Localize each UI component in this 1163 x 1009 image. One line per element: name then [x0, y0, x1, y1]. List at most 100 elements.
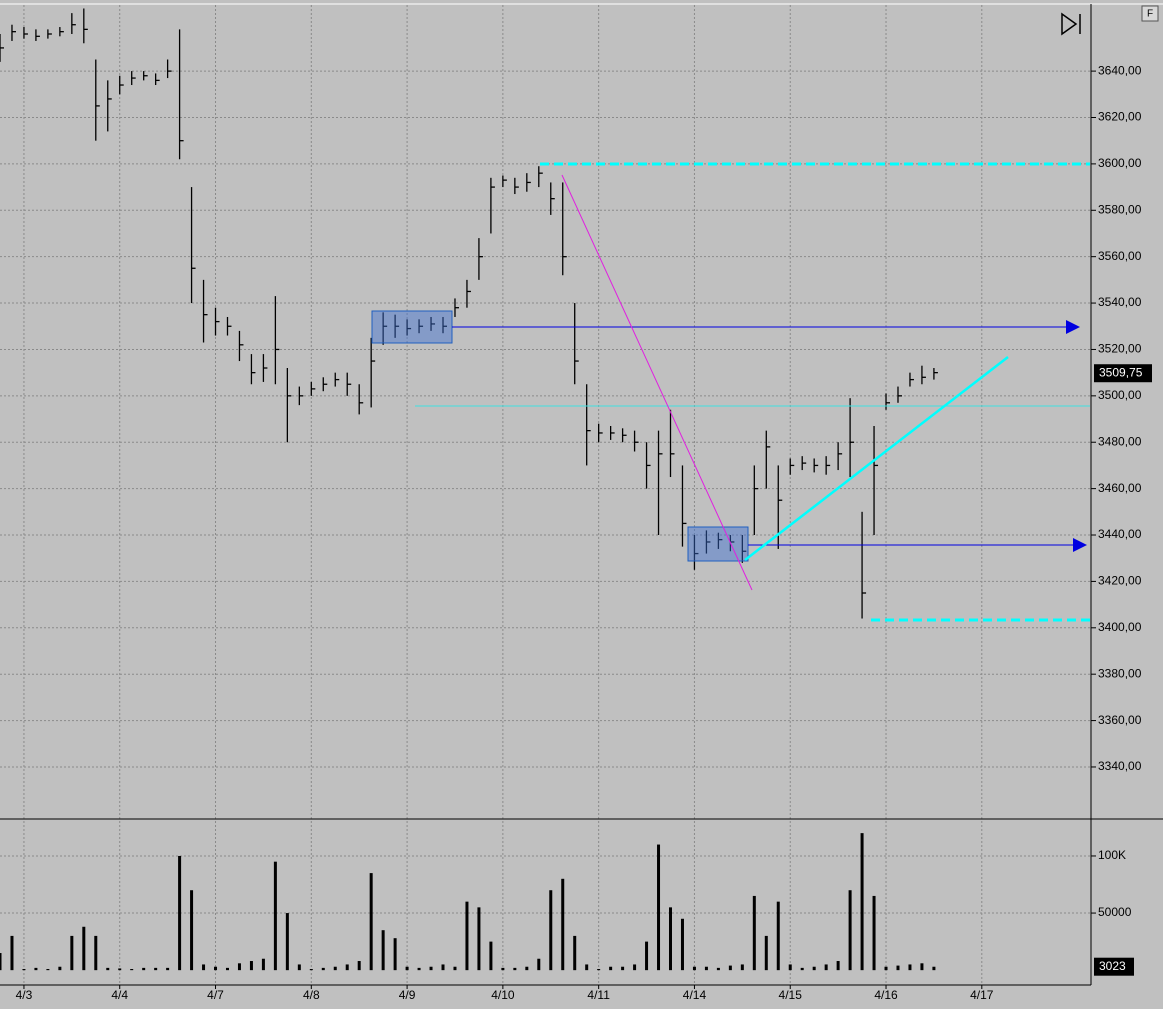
volume-bar [836, 961, 840, 971]
volume-bar [932, 966, 936, 971]
x-tick-label: 4/15 [779, 988, 803, 1002]
y-tick-label: 3580,00 [1098, 202, 1142, 216]
volume-bar [573, 935, 577, 971]
volume-bar [405, 966, 409, 971]
volume-bar [130, 969, 134, 971]
volume-bar [214, 966, 218, 971]
volume-bar [489, 941, 493, 971]
volume-bar [764, 935, 768, 971]
volume-bar [621, 966, 625, 971]
volume-bar [537, 958, 541, 971]
volume-bar [249, 961, 253, 971]
volume-bar [884, 966, 888, 971]
volume-bar [237, 963, 241, 971]
y-tick-label: 3600,00 [1098, 156, 1142, 170]
volume-bar [561, 878, 565, 971]
volume-bar [429, 966, 433, 971]
x-tick-label: 4/8 [303, 988, 320, 1002]
volume-bar [82, 926, 86, 971]
play-icon[interactable] [1061, 12, 1078, 36]
volume-bar [321, 967, 325, 971]
drawings [371, 162, 1090, 622]
y-tick-label: 3480,00 [1098, 434, 1142, 448]
volume-bar [800, 967, 804, 971]
volume-bar [273, 861, 277, 971]
ray-arrow [1066, 320, 1080, 334]
volume-bar [920, 963, 924, 971]
volume-bar [788, 964, 792, 971]
y-tick-label: 3440,00 [1098, 527, 1142, 541]
volume-bar [692, 966, 696, 971]
x-tick-label: 4/16 [874, 988, 898, 1002]
volume-bar [716, 967, 720, 971]
volume-bar [190, 890, 194, 971]
y-tick-label: 3500,00 [1098, 388, 1142, 402]
y-tick-label: 3400,00 [1098, 620, 1142, 634]
volume-bar [680, 918, 684, 971]
x-tick-label: 4/7 [207, 988, 224, 1002]
volume-bar [345, 964, 349, 971]
volume-bar [225, 967, 229, 971]
volume-bar [202, 964, 206, 971]
volume-bar [154, 967, 158, 971]
volume-bar [752, 895, 756, 971]
volume-bar [860, 833, 864, 971]
volume-bar [848, 890, 852, 971]
range-box [687, 526, 749, 562]
volume-bar [812, 966, 816, 971]
volume-bar [477, 907, 481, 971]
last-volume-box [1094, 957, 1134, 976]
x-tick-label: 4/17 [970, 988, 994, 1002]
y-tick-label: 3520,00 [1098, 342, 1142, 356]
volume-bar [166, 967, 170, 971]
y-tick-label: 100K [1098, 848, 1126, 862]
x-tick-label: 4/14 [683, 988, 707, 1002]
volume-bar [58, 966, 62, 971]
volume-bar [549, 890, 553, 971]
trend-line [561, 174, 753, 591]
volume-bar [645, 941, 649, 971]
volume-bar [728, 965, 732, 971]
volume-bar [525, 966, 529, 971]
volume-bar [106, 967, 110, 971]
volume-bar [908, 964, 912, 971]
volume-bar [609, 966, 613, 971]
volume-bar [369, 873, 373, 971]
volume-bar [453, 966, 457, 971]
volume-bar [465, 901, 469, 971]
volume-bar [381, 930, 385, 971]
grid-layer [0, 5, 1091, 985]
volume-bar [393, 938, 397, 971]
trend-line [744, 356, 1009, 561]
volume-bar [10, 935, 14, 971]
volume-bar [357, 961, 361, 971]
volume-bar [333, 966, 337, 971]
volume-bar [597, 969, 601, 971]
last-volume-label: 3023 [1099, 959, 1126, 973]
x-tick-label: 4/11 [587, 988, 610, 1002]
volume-bar [441, 964, 445, 971]
volume-bar [94, 935, 98, 971]
play-button[interactable] [1061, 12, 1081, 36]
volume-bar [776, 901, 780, 971]
y-tick-label: 3340,00 [1098, 759, 1142, 773]
labels-layer: 3340,00 3360,00 3380,00 3400,00 3420,00 3440,… [16, 63, 1152, 1002]
ray-arrow [1073, 538, 1087, 552]
volume-bar [178, 855, 182, 971]
button-f-label[interactable]: F [1147, 9, 1153, 20]
volume-bar [46, 969, 50, 971]
last-price-box [1094, 364, 1152, 383]
volume-bar [34, 967, 38, 971]
y-tick-label: 3620,00 [1098, 110, 1142, 124]
volume-bar [633, 964, 637, 971]
y-tick-label: 3460,00 [1098, 481, 1142, 495]
volume-bar [417, 967, 421, 971]
button-f[interactable] [1141, 5, 1159, 22]
x-tick-label: 4/3 [16, 988, 33, 1002]
volume-bar [704, 966, 708, 971]
volume-bar [297, 964, 301, 971]
volume-bar [824, 964, 828, 971]
x-tick-label: 4/10 [491, 988, 515, 1002]
volume-bar [70, 935, 74, 971]
